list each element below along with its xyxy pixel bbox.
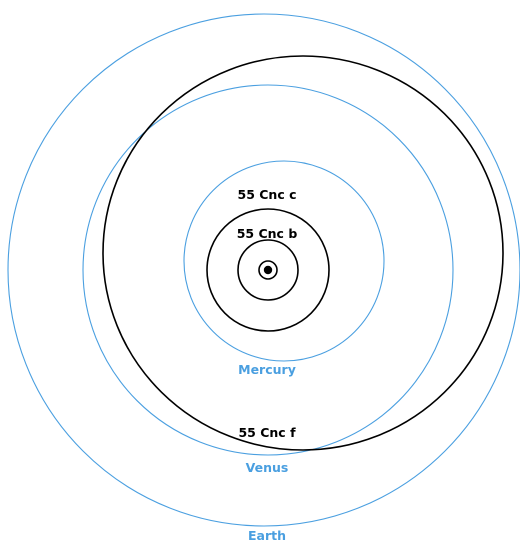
earth-orbit: [7, 13, 520, 527]
label-cnc-c: 55 Cnc c: [238, 187, 297, 202]
cnc-c-orbit: [237, 239, 299, 301]
star-icon: [263, 265, 273, 275]
cnc-f-orbit: [102, 55, 504, 451]
label-venus: Venus: [246, 460, 289, 475]
mercury-orbit: [183, 160, 385, 362]
label-mercury: Mercury: [238, 362, 296, 377]
venus-orbit: [82, 84, 454, 456]
label-cnc-b: 55 Cnc b: [237, 226, 298, 241]
cnc-b-orbit: [206, 208, 330, 332]
label-cnc-f: 55 Cnc f: [238, 425, 296, 440]
label-earth: Earth: [248, 528, 286, 543]
